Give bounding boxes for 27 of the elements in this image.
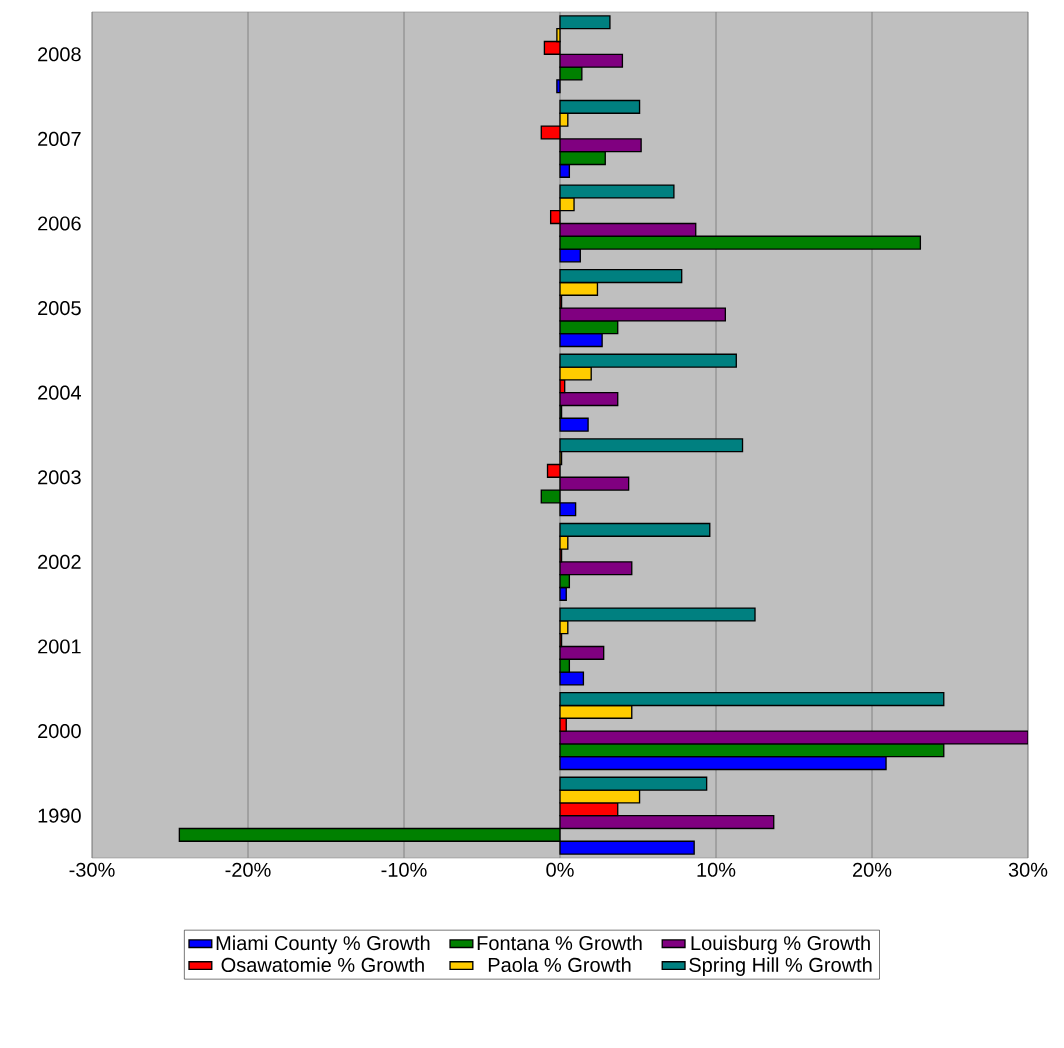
y-tick-label: 2000 (38, 724, 81, 739)
y-tick-label: 2008 (38, 47, 81, 62)
legend-label: Spring Hill % Growth (689, 957, 872, 976)
legend-label: Fontana % Growth (477, 935, 642, 951)
bar (559, 645, 605, 660)
x-tick-label: 20% (852, 862, 892, 877)
y-tick-label: 2004 (38, 385, 82, 400)
y-tick-label: 2005 (38, 300, 81, 316)
x-tick-label: 30% (1008, 862, 1048, 877)
x-tick-label: -30% (69, 862, 115, 877)
legend-label: Louisburg % Growth (691, 935, 870, 955)
legend-label: Miami County % Growth (216, 935, 430, 955)
x-tick-label: 0% (546, 862, 574, 877)
legend-label: Paola % Growth (488, 957, 631, 973)
x-tick-label: 10% (697, 862, 736, 877)
bar (559, 222, 697, 237)
y-tick-label: 2007 (38, 131, 81, 146)
y-tick-label: 2003 (38, 470, 81, 485)
x-tick-label: -20% (225, 862, 271, 877)
bar (559, 815, 775, 830)
y-tick-label: 2006 (38, 216, 81, 231)
y-tick-label: 2001 (38, 639, 81, 654)
y-tick-label: 1990 (38, 808, 81, 823)
bar (559, 392, 619, 407)
y-tick-label: 2002 (38, 554, 81, 569)
x-tick-label: -10% (381, 862, 427, 877)
legend-label: Osawatomie % Growth (221, 957, 424, 973)
